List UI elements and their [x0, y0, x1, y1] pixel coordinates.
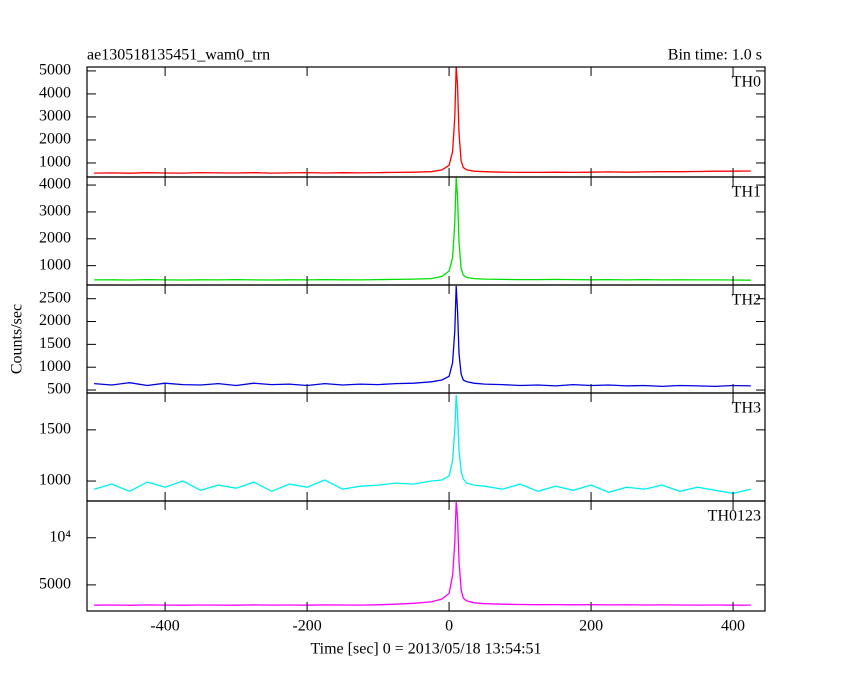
light-curve — [93, 394, 751, 494]
panel-frame — [86, 284, 766, 394]
chart-title: ae130518135451_wam0_trn — [87, 47, 270, 64]
y-tick-label: 1000 — [39, 358, 71, 375]
y-tick-label: 2000 — [39, 131, 71, 148]
y-tick-label: 1500 — [39, 421, 71, 438]
x-tick-label: -200 — [292, 618, 321, 635]
y-tick-label: 2000 — [39, 312, 71, 329]
y-tick-label: 1000 — [39, 154, 71, 171]
x-tick-label: 200 — [579, 618, 603, 635]
series-label: TH3 — [732, 400, 761, 417]
panel-frame — [86, 500, 766, 612]
y-tick-label: 500 — [47, 381, 71, 398]
y-tick-label: 3000 — [39, 108, 71, 125]
y-tick-label: 2500 — [39, 289, 71, 306]
panel-frame — [86, 66, 766, 178]
series-label: TH0123 — [708, 508, 761, 525]
series-label: TH0 — [732, 74, 761, 91]
y-tick-label: 1500 — [39, 335, 71, 352]
panel-frame — [86, 176, 766, 286]
x-axis-label: Time [sec] 0 = 2013/05/18 13:54:51 — [310, 641, 541, 658]
y-tick-label: 5000 — [39, 576, 71, 593]
y-tick-label: 3000 — [39, 203, 71, 220]
y-tick-label: 2000 — [39, 229, 71, 246]
series-label: TH1 — [732, 184, 761, 201]
light-curve — [94, 285, 751, 388]
y-tick-label: 10⁴ — [49, 528, 71, 545]
y-tick-label: 1000 — [39, 472, 71, 489]
x-tick-label: 0 — [445, 618, 453, 635]
y-tick-label: 4000 — [39, 85, 71, 102]
bin-time: Bin time: 1.0 s — [668, 47, 762, 64]
x-tick-label: -400 — [150, 618, 179, 635]
y-tick-label: 1000 — [39, 256, 71, 273]
light-curve — [94, 67, 751, 174]
x-tick-label: 400 — [721, 618, 745, 635]
light-curve — [94, 177, 751, 281]
series-label: TH2 — [732, 292, 761, 309]
y-tick-label: 5000 — [39, 62, 71, 79]
light-curve — [94, 501, 751, 606]
y-axis-label: Counts/sec — [9, 304, 26, 374]
y-tick-label: 4000 — [39, 176, 71, 193]
